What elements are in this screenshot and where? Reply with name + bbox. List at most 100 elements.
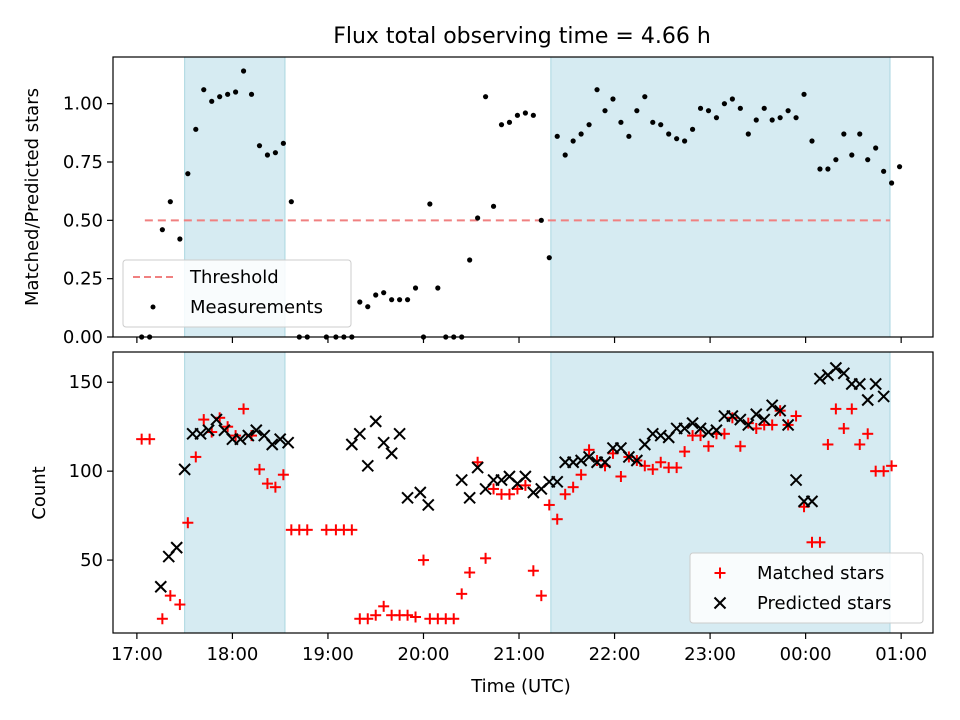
predicted-star-point: [551, 475, 564, 489]
matched-star-point: [472, 456, 484, 468]
measurement-point: [427, 201, 433, 207]
predicted-star-point: [758, 413, 771, 426]
measurement-point: [404, 297, 411, 303]
matched-star-point: [702, 440, 714, 452]
predicted-star-point: [574, 454, 588, 467]
matched-star-point: [575, 469, 587, 481]
top-y-tick-label: 1.00: [63, 94, 103, 115]
matched-legend-marker: [714, 567, 726, 579]
predicted-star-point: [638, 438, 652, 451]
matched-star-point: [164, 590, 176, 602]
top-axes-frame: [112, 56, 934, 338]
bottom-y-axis-label: Count: [29, 466, 50, 519]
x-tick-label: 22:00: [589, 644, 641, 665]
measurement-point: [705, 108, 712, 114]
matched-star-point: [830, 403, 842, 415]
measurement-point: [793, 115, 799, 121]
measurement-point: [272, 150, 279, 156]
measurement-point: [737, 105, 743, 111]
matched-star-point: [559, 488, 571, 500]
matched-star-point: [378, 600, 390, 612]
measurement-point: [490, 203, 497, 209]
matched-star-point: [320, 524, 332, 536]
matched-star-point: [679, 446, 691, 458]
matched-star-point: [156, 613, 168, 625]
chart-title: Flux total observing time = 4.66 h: [333, 24, 711, 49]
predicted-star-point: [598, 456, 612, 469]
measurement-point: [817, 166, 823, 172]
measurement-point: [177, 236, 183, 242]
predicted-star-point: [345, 438, 359, 451]
measurement-point: [365, 304, 371, 310]
measurement-point: [825, 166, 831, 172]
measurement-point: [841, 131, 847, 137]
x-tick-label: 00:00: [780, 644, 832, 665]
predicted-star-point: [686, 416, 699, 430]
predicted-star-point: [178, 463, 191, 476]
measurement-point: [586, 122, 592, 128]
predicted-star-point: [805, 495, 819, 508]
predicted-star-point: [471, 461, 484, 474]
predicted-star-point: [250, 424, 263, 437]
measurement-point: [865, 157, 871, 163]
predicted-legend-swatch: [713, 596, 727, 610]
matched-star-point: [854, 438, 866, 450]
matched-star-point: [448, 613, 460, 625]
predicted-star-point: [726, 409, 739, 423]
predicted-star-point: [463, 491, 476, 505]
predicted-star-point: [170, 541, 183, 554]
measurement-point: [546, 255, 552, 261]
measurement-point: [881, 168, 887, 174]
measurement-point: [248, 91, 255, 97]
measurement-point: [745, 131, 751, 137]
predicted-star-point: [789, 473, 803, 487]
matched-star-point: [417, 554, 429, 566]
predicted-star-point: [210, 413, 223, 426]
matched-star-point: [734, 440, 746, 452]
predicted-star-point: [393, 427, 406, 441]
x-tick-label: 17:00: [111, 644, 163, 665]
predicted-star-point: [154, 580, 167, 593]
measurement-point: [873, 145, 879, 151]
top-y-tick-label: 0.50: [63, 210, 103, 231]
predicted-star-point: [829, 361, 843, 375]
predicted-star-point: [273, 432, 287, 446]
predicted-star-point: [678, 422, 691, 435]
bottom-y-tick-label: 50: [80, 550, 103, 571]
predicted-star-point: [781, 418, 795, 432]
measurement-point: [666, 131, 672, 137]
predicted-star-point: [527, 486, 540, 499]
matched-star-point: [814, 536, 826, 548]
matched-star-point: [511, 483, 523, 495]
measurement-point: [729, 96, 735, 102]
predicted-star-point: [813, 372, 827, 385]
measurement-point: [554, 133, 560, 139]
predicted-star-point: [266, 438, 279, 451]
predicted-star-point: [361, 459, 374, 473]
bottom-panel: 50 100 150 17:00 18:00 19:00 20:00 21:00 22:00 23…: [29, 351, 934, 697]
measurement-point: [482, 94, 489, 100]
measurement-point: [167, 199, 173, 205]
x-tick-label: 23:00: [684, 644, 736, 665]
matched-star-point: [144, 433, 156, 445]
matched-star-point: [261, 478, 273, 490]
measurement-point: [256, 143, 263, 149]
predicted-star-point: [234, 432, 247, 446]
measurement-point: [610, 96, 616, 102]
measurement-point: [467, 257, 473, 263]
measurement-point: [530, 112, 536, 118]
matched-star-point: [535, 590, 547, 602]
predicted-star-point: [861, 393, 874, 407]
measurement-point: [769, 117, 775, 123]
predicted-star-point: [765, 399, 779, 412]
matched-star-point: [503, 488, 515, 500]
predicted-star-point: [194, 427, 207, 441]
bottom-shaded-interval: [184, 351, 286, 634]
measurement-point: [159, 227, 165, 233]
measurement-point: [689, 126, 696, 132]
measurement-point: [785, 108, 791, 114]
predicted-legend-marker: [713, 596, 727, 610]
measurement-point: [225, 91, 231, 97]
measurement-point: [849, 152, 855, 158]
